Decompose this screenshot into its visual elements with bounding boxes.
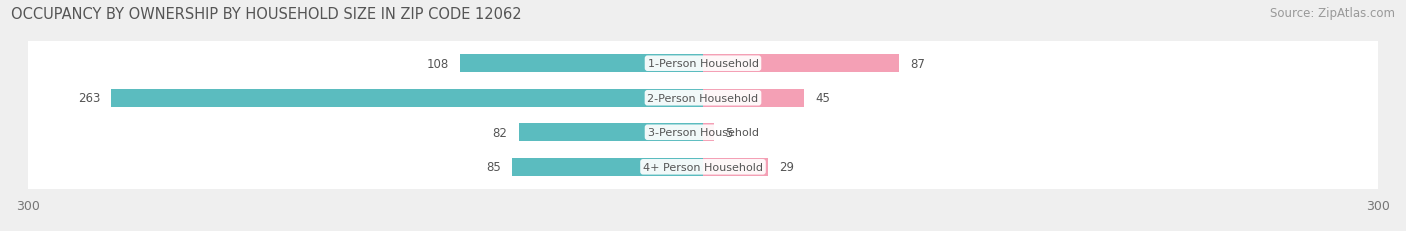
FancyBboxPatch shape (13, 0, 1393, 231)
Bar (703, 89, 804, 107)
Bar (111, 89, 703, 107)
Bar (703, 124, 714, 142)
Bar (512, 158, 703, 176)
Text: 108: 108 (426, 58, 449, 70)
Text: 3-Person Household: 3-Person Household (648, 128, 758, 138)
Text: 45: 45 (815, 92, 831, 105)
Bar (703, 158, 768, 176)
Text: 29: 29 (779, 161, 794, 173)
FancyBboxPatch shape (13, 0, 1393, 231)
Text: 1-Person Household: 1-Person Household (648, 59, 758, 69)
Text: OCCUPANCY BY OWNERSHIP BY HOUSEHOLD SIZE IN ZIP CODE 12062: OCCUPANCY BY OWNERSHIP BY HOUSEHOLD SIZE… (11, 7, 522, 22)
Text: 5: 5 (725, 126, 733, 139)
Text: 2-Person Household: 2-Person Household (647, 93, 759, 103)
Text: 263: 263 (77, 92, 100, 105)
Text: 87: 87 (910, 58, 925, 70)
Bar (460, 55, 703, 73)
Text: 4+ Person Household: 4+ Person Household (643, 162, 763, 172)
Text: 85: 85 (486, 161, 501, 173)
FancyBboxPatch shape (13, 0, 1393, 231)
Bar (519, 124, 703, 142)
Text: Source: ZipAtlas.com: Source: ZipAtlas.com (1270, 7, 1395, 20)
Bar (703, 55, 898, 73)
Text: 82: 82 (492, 126, 508, 139)
FancyBboxPatch shape (13, 0, 1393, 231)
